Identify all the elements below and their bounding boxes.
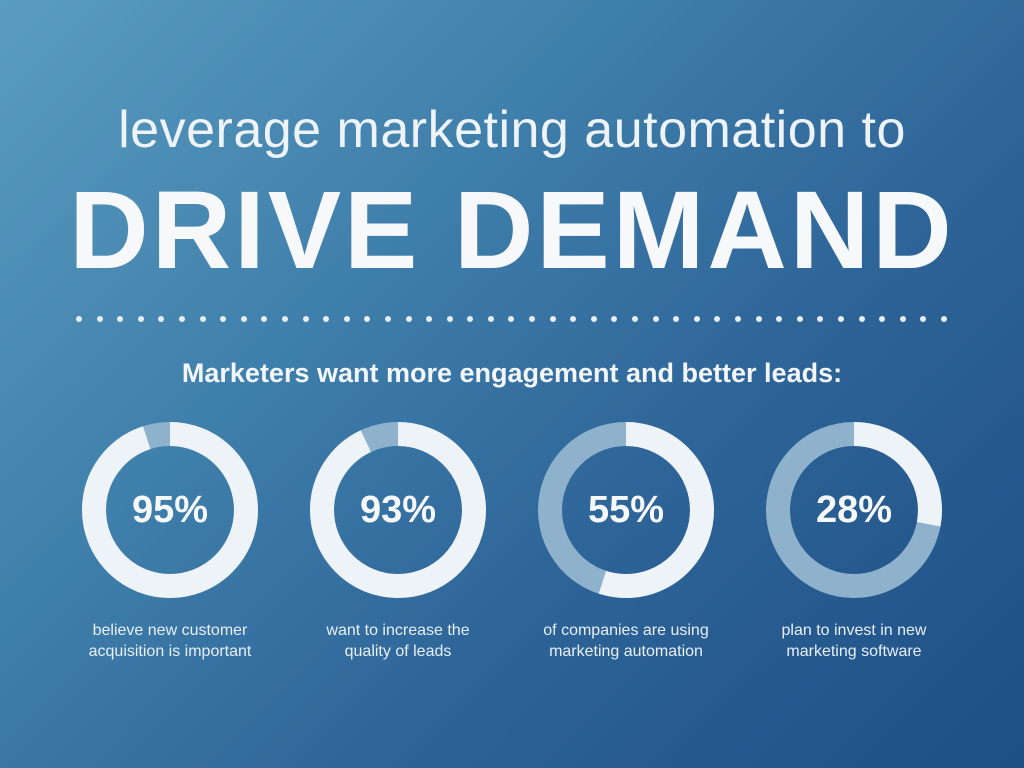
stat-value-1: 95%: [131, 488, 209, 531]
divider-dot: [632, 316, 639, 322]
divider-dot: [879, 316, 886, 322]
donut-arc-1: [82, 422, 258, 598]
divider-dot: [837, 316, 844, 322]
divider-dot: [714, 316, 721, 322]
divider-dot: [405, 316, 412, 322]
divider-dot: [281, 316, 288, 322]
dotted-divider: [76, 316, 947, 322]
divider-dot: [611, 316, 618, 322]
donut-arc-2: [310, 422, 486, 598]
divider-dot: [899, 316, 906, 322]
stat-caption-3-line-2: marketing automation: [549, 643, 703, 660]
divider-dot: [364, 316, 371, 322]
divider-dot: [858, 316, 865, 322]
divider-dot: [158, 316, 165, 322]
donut-chart-4: [766, 422, 942, 598]
divider-dot: [137, 316, 144, 322]
subtitle: leverage marketing automation to: [118, 101, 906, 159]
divider-dot: [117, 316, 124, 322]
divider-dot: [487, 316, 494, 322]
stat-caption-4: plan to invest in new marketing software: [754, 620, 954, 662]
page-title: DRIVE DEMAND: [69, 169, 955, 292]
stat-value-2: 93%: [359, 488, 437, 531]
donut-chart-2: [310, 422, 486, 598]
stat-caption-2-line-1: want to increase the: [326, 622, 470, 639]
divider-dot: [323, 316, 330, 322]
divider-dot: [261, 316, 268, 322]
divider-dot: [549, 316, 556, 322]
donut-chart-3: [538, 422, 714, 598]
divider-dot: [590, 316, 597, 322]
stat-caption-2-line-2: quality of leads: [344, 643, 452, 660]
divider-dot: [755, 316, 762, 322]
divider-dot: [570, 316, 577, 322]
divider-dot: [343, 316, 350, 322]
divider-dot: [693, 316, 700, 322]
divider-dot: [467, 316, 474, 322]
stat-caption-1-line-2: acquisition is important: [88, 643, 252, 660]
divider-dot: [384, 316, 391, 322]
stat-value-3: 55%: [587, 488, 665, 531]
divider-dot: [96, 316, 103, 322]
divider-dot: [446, 316, 453, 322]
stat-caption-2: want to increase the quality of leads: [298, 620, 498, 662]
stat-value-4: 28%: [815, 488, 893, 531]
stat-card-2: 93% want to increase the quality of lead…: [298, 420, 498, 662]
tagline: Marketers want more engagement and bette…: [181, 358, 843, 388]
donut-chart-1: [82, 422, 258, 598]
divider-dot: [652, 316, 659, 322]
divider-dot: [796, 316, 803, 322]
stat-caption-3: of companies are using marketing automat…: [526, 620, 726, 662]
stat-caption-3-line-1: of companies are using: [543, 622, 709, 639]
divider-dot: [776, 316, 783, 322]
stat-card-1: 95% believe new customer acquisition is …: [70, 420, 270, 662]
divider-dot: [529, 316, 536, 322]
donut-arc-3: [538, 422, 714, 598]
divider-dot: [199, 316, 206, 322]
divider-dot: [426, 316, 433, 322]
divider-dot: [817, 316, 824, 322]
stat-card-4: 28% plan to invest in new marketing soft…: [754, 420, 954, 662]
stat-caption-4-line-1: plan to invest in new: [781, 622, 927, 639]
divider-dot: [220, 316, 227, 322]
donut-arc-4: [766, 422, 942, 598]
divider-dot: [920, 316, 927, 322]
divider-dot: [940, 316, 947, 322]
stat-card-3: 55% of companies are using marketing aut…: [526, 420, 726, 662]
divider-dot: [76, 316, 82, 322]
divider-dot: [508, 316, 515, 322]
divider-dot: [735, 316, 741, 322]
stat-caption-4-line-2: marketing software: [786, 643, 922, 660]
divider-dot: [302, 316, 309, 322]
divider-dot: [178, 316, 185, 322]
divider-dot: [673, 316, 680, 322]
stat-caption-1-line-1: believe new customer: [92, 622, 248, 639]
stat-caption-1: believe new customer acquisition is impo…: [70, 620, 270, 662]
divider-dot: [240, 316, 247, 322]
